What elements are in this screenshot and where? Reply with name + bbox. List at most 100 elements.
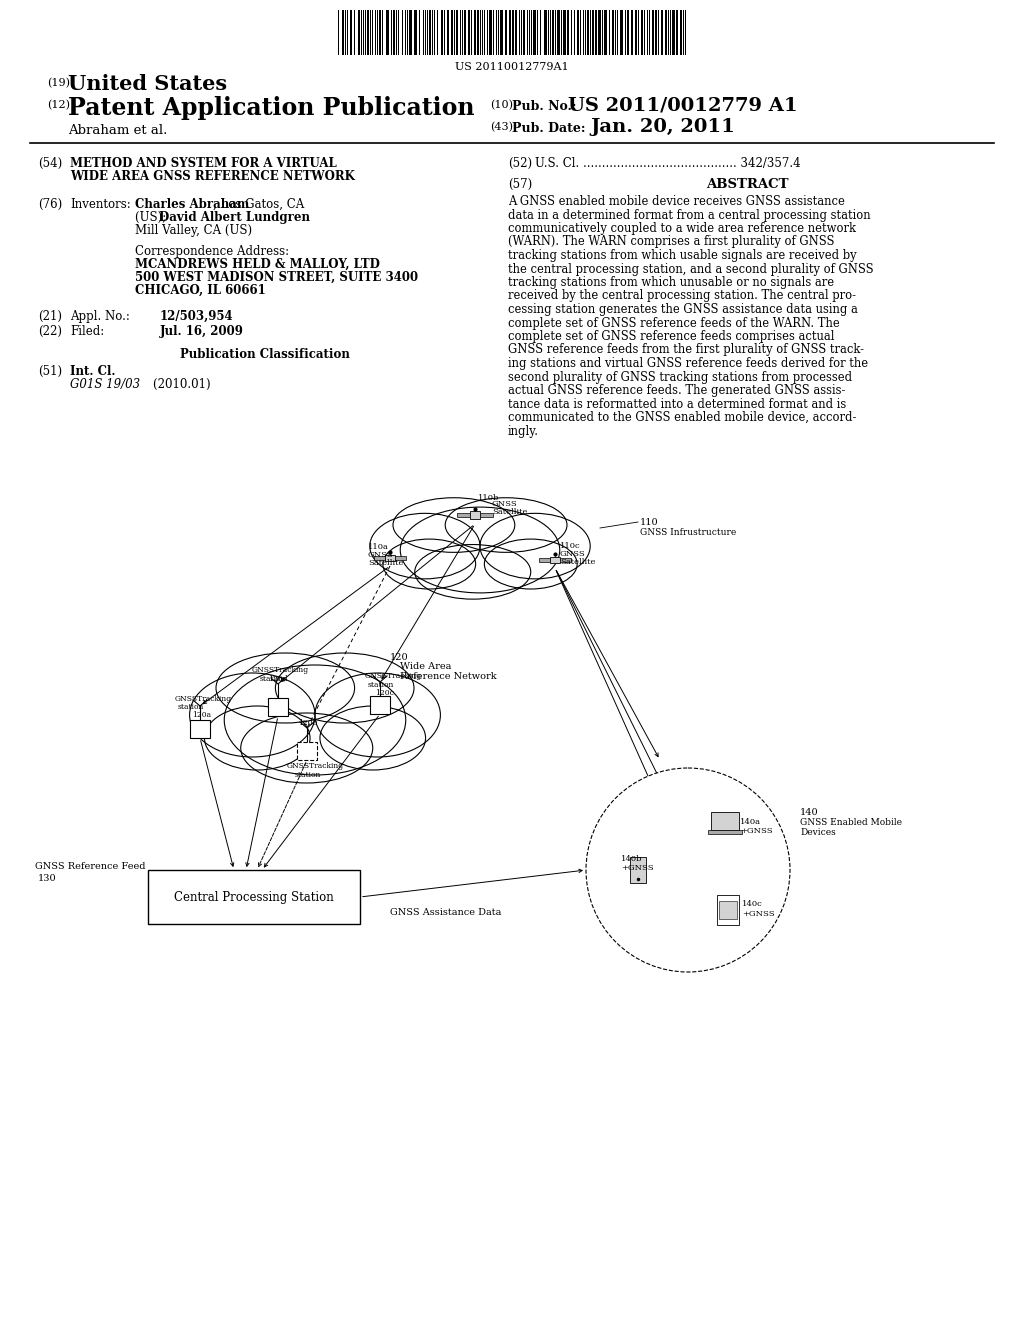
Bar <box>489 11 492 55</box>
Text: 120d: 120d <box>268 675 288 682</box>
Bar <box>612 11 614 55</box>
Text: Jan. 20, 2011: Jan. 20, 2011 <box>590 117 735 136</box>
Text: tance data is reformatted into a determined format and is: tance data is reformatted into a determi… <box>508 397 846 411</box>
Text: (US);: (US); <box>135 211 170 224</box>
Bar <box>441 11 443 55</box>
Text: G01S 19/03: G01S 19/03 <box>70 378 140 391</box>
Ellipse shape <box>415 545 530 599</box>
Text: Central Processing Station: Central Processing Station <box>174 891 334 903</box>
Text: 140c: 140c <box>742 900 763 908</box>
Text: 110a: 110a <box>368 543 389 550</box>
Text: station: station <box>368 681 394 689</box>
Text: Int. Cl.: Int. Cl. <box>70 366 116 378</box>
Bar <box>620 11 623 55</box>
Bar <box>468 11 470 55</box>
Bar <box>680 11 682 55</box>
Text: Inventors:: Inventors: <box>70 198 131 211</box>
Text: Mill Valley, CA (US): Mill Valley, CA (US) <box>135 224 252 238</box>
Bar <box>148 870 360 924</box>
Ellipse shape <box>216 653 354 723</box>
Bar <box>711 812 739 830</box>
Text: 120: 120 <box>390 653 409 663</box>
Text: 140: 140 <box>800 808 818 817</box>
Text: 140a: 140a <box>740 818 761 826</box>
Text: data in a determined format from a central processing station: data in a determined format from a centr… <box>508 209 870 222</box>
Ellipse shape <box>480 513 590 579</box>
Text: Devices: Devices <box>800 828 836 837</box>
Bar <box>641 11 643 55</box>
Bar <box>534 11 536 55</box>
Text: Correspondence Address:: Correspondence Address: <box>135 246 289 257</box>
Bar <box>592 11 594 55</box>
Text: ing stations and virtual GNSS reference feeds derived for the: ing stations and virtual GNSS reference … <box>508 356 868 370</box>
Text: GNSS Enabled Mobile: GNSS Enabled Mobile <box>800 818 902 828</box>
Text: US 2011/0012779 A1: US 2011/0012779 A1 <box>568 96 798 114</box>
Text: (19): (19) <box>47 78 70 88</box>
Bar <box>676 11 678 55</box>
Text: Reference Network: Reference Network <box>400 672 497 681</box>
Bar <box>557 11 560 55</box>
Text: David Albert Lundgren: David Albert Lundgren <box>159 211 310 224</box>
Bar <box>512 11 514 55</box>
Bar <box>429 11 431 55</box>
Bar <box>500 11 503 55</box>
Text: 120a: 120a <box>193 711 211 719</box>
Bar <box>395 556 406 560</box>
Text: GNSS: GNSS <box>492 500 518 508</box>
Text: United States: United States <box>68 74 227 94</box>
Text: Wide Area: Wide Area <box>400 663 452 671</box>
Ellipse shape <box>393 498 515 552</box>
Bar <box>370 696 390 714</box>
Bar <box>379 11 381 55</box>
Ellipse shape <box>445 498 567 552</box>
Bar <box>630 857 646 883</box>
Text: GNSS: GNSS <box>368 550 394 558</box>
Bar <box>457 512 470 517</box>
Text: Appl. No.:: Appl. No.: <box>70 310 130 323</box>
Text: 12/503,954: 12/503,954 <box>160 310 233 323</box>
Bar <box>708 830 742 834</box>
Text: US 20110012779A1: US 20110012779A1 <box>456 62 568 73</box>
Text: (43): (43) <box>490 121 513 132</box>
Text: cessing station generates the GNSS assistance data using a: cessing station generates the GNSS assis… <box>508 304 858 315</box>
Text: GNSS Infrustructure: GNSS Infrustructure <box>640 528 736 537</box>
Text: , Los Gatos, CA: , Los Gatos, CA <box>213 198 304 211</box>
Text: +GNSS: +GNSS <box>742 909 774 917</box>
Text: 110: 110 <box>640 517 658 527</box>
Text: (51): (51) <box>38 366 62 378</box>
Circle shape <box>586 768 790 972</box>
Text: (54): (54) <box>38 157 62 170</box>
Bar <box>367 11 369 55</box>
Text: U.S. Cl. ......................................... 342/357.4: U.S. Cl. ...............................… <box>535 157 801 170</box>
Bar <box>719 902 737 919</box>
Bar <box>577 11 579 55</box>
Ellipse shape <box>241 713 373 783</box>
Bar <box>539 558 550 562</box>
Text: GNSSTracking: GNSSTracking <box>252 667 309 675</box>
Bar <box>631 11 633 55</box>
Text: Satellite: Satellite <box>492 508 527 516</box>
Bar <box>665 11 667 55</box>
Bar <box>544 11 547 55</box>
Text: 110c: 110c <box>560 543 581 550</box>
Text: GNSSTracking: GNSSTracking <box>175 696 232 704</box>
Bar <box>464 11 466 55</box>
Bar <box>717 895 739 925</box>
Text: GNSS Assistance Data: GNSS Assistance Data <box>390 908 502 917</box>
Ellipse shape <box>319 706 426 770</box>
Text: 120c: 120c <box>375 689 394 697</box>
Bar <box>374 556 385 560</box>
Text: GNSS reference feeds from the first plurality of GNSS track-: GNSS reference feeds from the first plur… <box>508 343 864 356</box>
Text: second plurality of GNSS tracking stations from processed: second plurality of GNSS tracking statio… <box>508 371 852 384</box>
Bar <box>672 11 675 55</box>
Bar <box>604 11 607 55</box>
Text: 110b: 110b <box>478 494 500 502</box>
Text: communicatively coupled to a wide area reference network: communicatively coupled to a wide area r… <box>508 222 856 235</box>
Bar <box>190 719 210 738</box>
Text: GNSS: GNSS <box>560 550 586 558</box>
Text: (10): (10) <box>490 100 513 111</box>
Text: Charles Abraham: Charles Abraham <box>135 198 249 211</box>
Bar <box>409 11 412 55</box>
Bar <box>451 11 453 55</box>
Bar <box>268 698 288 715</box>
